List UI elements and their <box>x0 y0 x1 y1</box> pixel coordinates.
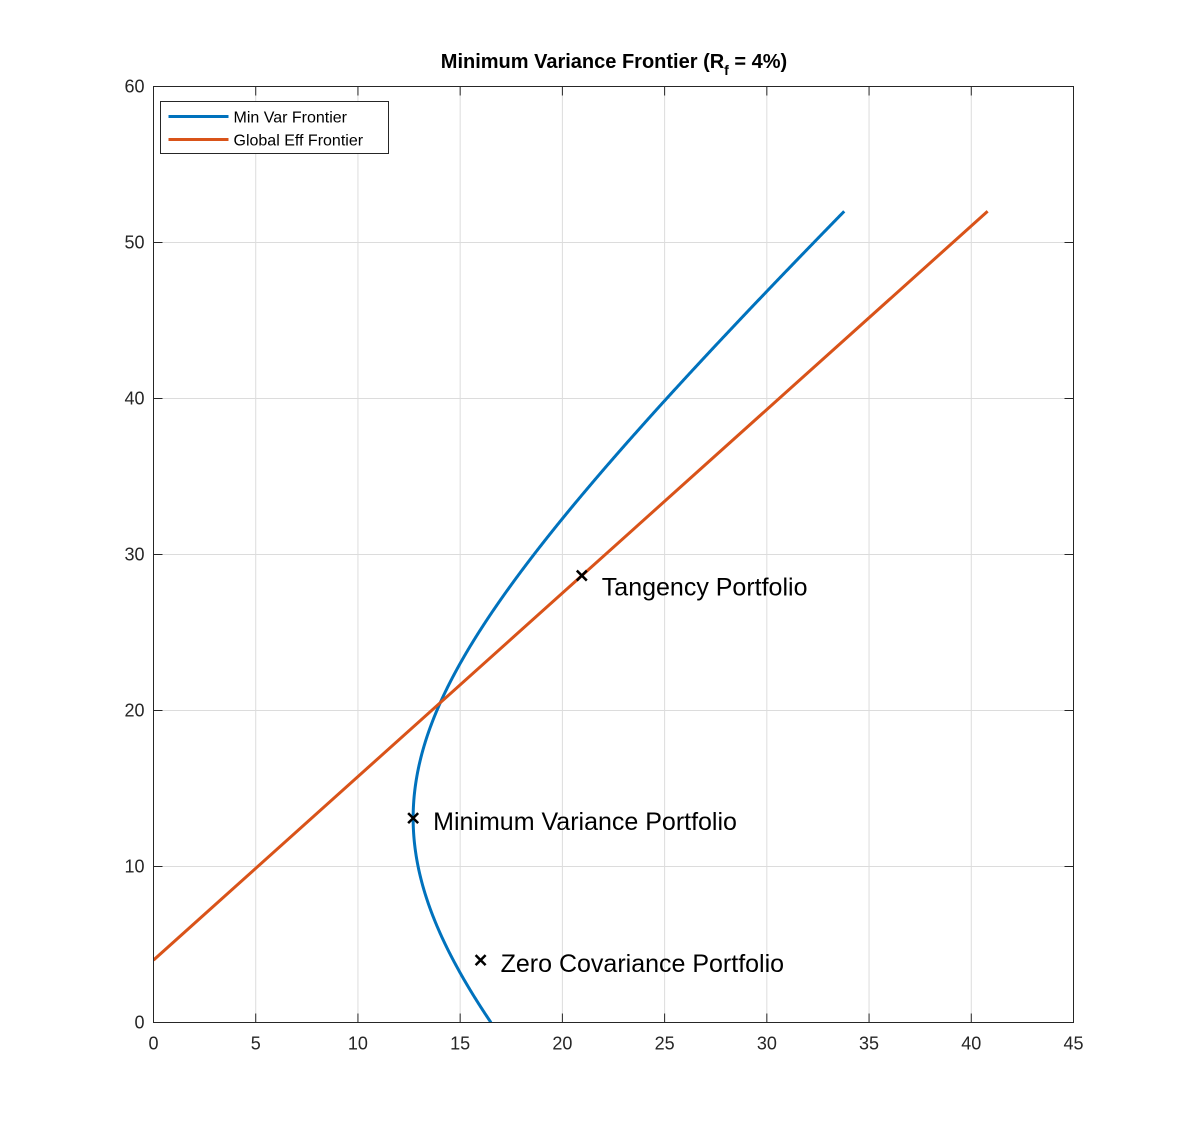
annotation-label: Zero Covariance Portfolio <box>501 950 784 978</box>
x-tick-label: 15 <box>450 1034 470 1054</box>
legend-label: Min Var Frontier <box>234 110 348 127</box>
annotation-label: Minimum Variance Portfolio <box>433 808 737 836</box>
x-marker-stroke <box>407 812 420 825</box>
portfolio-markers <box>407 569 588 966</box>
y-tick-label: 40 <box>124 389 144 409</box>
y-tick-label: 60 <box>124 77 144 97</box>
x-axis-tick-labels: 0 5 10 15 20 25 30 35 40 45 <box>148 1034 1083 1054</box>
y-tick-label: 10 <box>124 857 144 877</box>
x-marker <box>474 954 487 966</box>
x-tick-label: 10 <box>348 1034 368 1054</box>
y-tick-label: 0 <box>134 1013 144 1033</box>
y-tick-label: 50 <box>124 233 144 253</box>
annotation-label: Tangency Portfolio <box>602 574 808 602</box>
x-tick-label: 0 <box>148 1034 158 1054</box>
plot-content <box>153 210 989 1022</box>
series-lines <box>153 210 989 1022</box>
x-tick-label: 5 <box>251 1034 261 1054</box>
y-axis-tick-labels: 0 10 20 30 40 50 60 <box>124 77 144 1033</box>
x-marker <box>575 569 588 582</box>
x-tick-label: 25 <box>655 1034 675 1054</box>
x-tick-label: 30 <box>757 1034 777 1054</box>
x-tick-label: 45 <box>1063 1034 1083 1054</box>
legend: Min Var Frontier Global Eff Frontier <box>160 101 389 154</box>
x-tick-label: 35 <box>859 1034 879 1054</box>
x-tick-label: 20 <box>552 1034 572 1054</box>
axis-ticks <box>153 86 1074 1023</box>
legend-box <box>160 101 389 154</box>
series-line-min-var-frontier <box>411 210 846 1022</box>
y-tick-label: 30 <box>124 545 144 565</box>
x-marker <box>407 812 420 825</box>
x-tick-label: 40 <box>961 1034 981 1054</box>
x-marker-stroke <box>575 569 588 582</box>
legend-label: Global Eff Frontier <box>234 133 364 150</box>
portfolio-annotations: Tangency Portfolio Minimum Variance Portf… <box>433 574 807 979</box>
x-marker-stroke <box>474 954 487 966</box>
y-tick-label: 20 <box>124 701 144 721</box>
chart-title: Minimum Variance Frontier (Rf = 4%) <box>441 51 787 78</box>
series-line-global-eff-frontier <box>153 210 989 962</box>
